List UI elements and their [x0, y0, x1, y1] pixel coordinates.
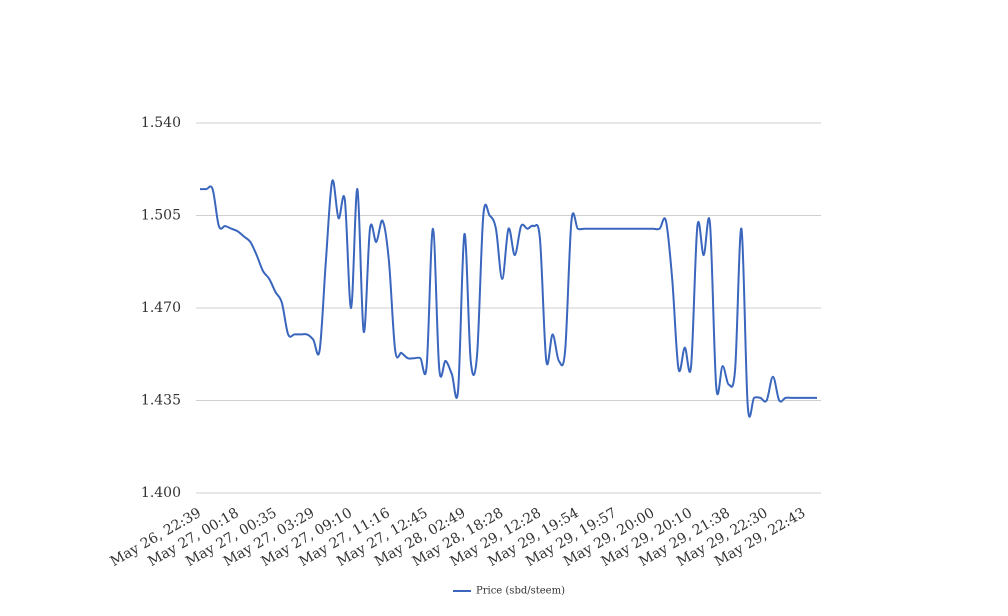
y-tick-label: 1.400	[141, 485, 181, 501]
price-line	[200, 179, 817, 418]
y-tick-label: 1.505	[141, 208, 181, 224]
legend-label: Price (sbd/steem)	[476, 586, 565, 597]
y-tick-label: 1.470	[141, 300, 181, 316]
y-tick-label: 1.540	[141, 115, 181, 131]
y-tick-label: 1.435	[141, 393, 181, 409]
